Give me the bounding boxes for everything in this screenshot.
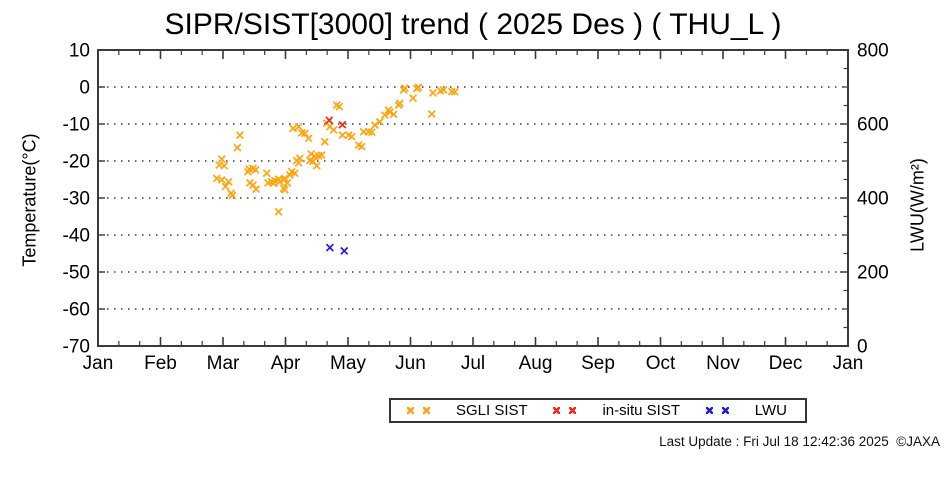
sgli-sist-point — [450, 87, 459, 96]
sgli-sist-point — [367, 128, 376, 137]
left-axis-title: Temperature(°C) — [19, 133, 40, 267]
in-situ-sist-point — [325, 116, 334, 125]
sgli-sist-point — [217, 155, 226, 164]
x-marker-icon — [721, 407, 729, 414]
sgli-sist-point — [274, 207, 283, 216]
right-tick-label: 600 — [857, 115, 889, 136]
legend-entry-insitu-sist: in-situ SIST — [553, 402, 680, 419]
sgli-sist-point — [262, 169, 271, 178]
month-tick-label: Nov — [706, 353, 740, 374]
sgli-sist-point — [414, 83, 423, 92]
last-update-text: Last Update : Fri Jul 18 12:42:36 2025 ©… — [659, 434, 940, 449]
left-tick-label: -60 — [63, 300, 90, 321]
month-tick-label: Jul — [461, 353, 485, 374]
chart-title: SIPR/SIST[3000] trend ( 2025 Des ) ( THU… — [164, 8, 782, 41]
sgli-sist-point — [228, 191, 237, 200]
legend-entry-lwu: LWU — [705, 402, 787, 419]
lwu-point — [325, 243, 334, 252]
month-tick-label: Apr — [271, 353, 301, 374]
sgli-sist-point — [224, 177, 233, 186]
month-tick-label: Mar — [207, 353, 240, 374]
sgli-sist-point — [329, 125, 338, 134]
right-axis-title: LWU(W/m²) — [907, 158, 928, 252]
sgli-sist-point — [439, 85, 448, 94]
in-situ-sist-point — [338, 120, 347, 129]
left-tick-label: -50 — [63, 263, 90, 284]
month-tick-label: Jan — [833, 353, 864, 374]
sgli-sist-point — [217, 175, 226, 184]
legend-label: SGLI SIST — [456, 402, 528, 419]
x-marker-icon — [407, 407, 414, 414]
legend-markers — [705, 407, 729, 414]
left-tick-label: -70 — [63, 337, 90, 358]
legend-markers — [553, 407, 577, 414]
sgli-sist-point — [220, 161, 229, 170]
sgli-sist-point — [428, 88, 438, 97]
sgli-sist-point — [252, 185, 261, 194]
sgli-sist-point — [389, 110, 398, 119]
sgli-sist-point — [317, 151, 326, 160]
sgli-sist-point — [304, 134, 313, 143]
left-tick-label: 0 — [79, 78, 90, 99]
left-tick-label: -20 — [63, 152, 90, 173]
sgli-sist-point — [395, 99, 404, 108]
right-tick-label: 0 — [857, 337, 868, 358]
sgli-sist-point — [335, 102, 344, 111]
sgli-sist-point — [427, 110, 436, 119]
legend-box: SGLI SIST in-situ SIST LWU — [389, 398, 807, 423]
sgli-sist-point — [295, 154, 304, 163]
sgli-sist-point — [294, 122, 303, 131]
sgli-sist-point — [233, 143, 242, 152]
sgli-sist-point — [300, 129, 309, 138]
sgli-sist-point — [280, 174, 289, 183]
sgli-sist-point — [288, 124, 298, 133]
plot-frame — [97, 49, 849, 347]
right-tick-label: 800 — [857, 41, 889, 62]
sgli-sist-point — [380, 111, 389, 120]
x-marker-icon — [423, 407, 430, 414]
sgli-sist-point — [283, 178, 292, 187]
legend-entry-sgli-sist: SGLI SIST — [407, 402, 528, 419]
legend-label: in-situ SIST — [602, 402, 680, 419]
sgli-sist-point — [385, 108, 394, 117]
sgli-sist-point — [320, 137, 329, 146]
x-marker-icon — [569, 407, 577, 414]
right-tick-label: 200 — [857, 263, 889, 284]
left-tick-label: -10 — [63, 115, 90, 136]
left-tick-label: 10 — [69, 41, 90, 62]
sgli-sist-point — [357, 142, 366, 151]
lwu-point — [340, 246, 349, 255]
sgli-sist-point — [221, 182, 230, 191]
legend-markers — [407, 407, 430, 414]
month-tick-label: Dec — [769, 353, 803, 374]
sgli-sist-point — [408, 94, 418, 103]
month-tick-label: Oct — [646, 353, 676, 374]
sgli-sist-point — [290, 169, 299, 178]
x-marker-icon — [705, 407, 713, 414]
sgli-sist-point — [375, 117, 384, 126]
sgli-sist-point — [338, 131, 347, 140]
sgli-sist-point — [400, 84, 409, 93]
legend-label: LWU — [754, 402, 787, 419]
month-tick-label: Aug — [519, 353, 553, 374]
sgli-sist-point — [370, 121, 379, 130]
left-tick-label: -40 — [63, 226, 90, 247]
month-tick-label: Feb — [144, 353, 177, 374]
sgli-sist-point — [251, 165, 260, 174]
sgli-sist-point — [235, 131, 244, 140]
x-marker-icon — [553, 407, 561, 414]
left-tick-label: -30 — [63, 189, 90, 210]
month-tick-label: Sep — [581, 353, 615, 374]
sgli-sist-point — [312, 161, 321, 170]
month-tick-label: May — [330, 353, 366, 374]
sgli-sist-point — [280, 185, 289, 194]
month-tick-label: Jan — [83, 353, 114, 374]
right-tick-label: 400 — [857, 189, 889, 210]
month-tick-label: Jun — [395, 353, 426, 374]
sgli-sist-point — [347, 132, 356, 141]
